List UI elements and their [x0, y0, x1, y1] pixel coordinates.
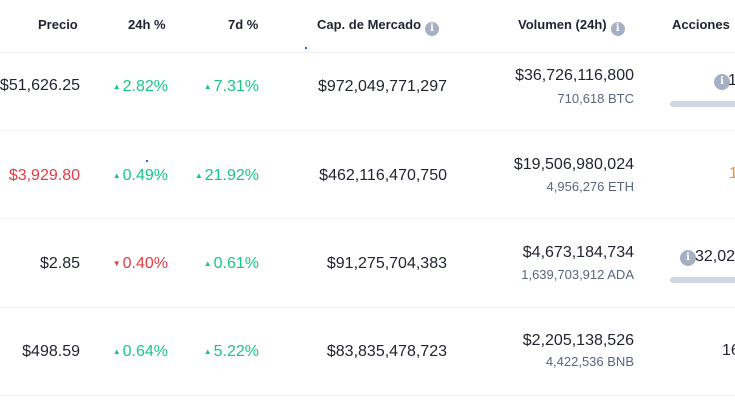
caret-up-icon: ▲	[112, 347, 121, 356]
header-market-cap: Cap. de Mercado i	[317, 17, 440, 36]
header-market-cap-label[interactable]: Cap. de Mercado	[317, 17, 422, 32]
caret-up-icon: ▲	[203, 259, 212, 268]
market-cap-cell: $462,116,470,750	[319, 167, 447, 184]
table-row[interactable]: $51,626.25 ▲ 2.82% ▲ 7.31% $972,049,771,29…	[0, 42, 735, 131]
price-cell: $3,929.80	[8, 167, 80, 184]
caret-up-icon: ▲	[112, 82, 121, 91]
supply-progress-bar	[670, 277, 735, 283]
supply-info-icon[interactable]: i	[714, 74, 730, 90]
table-row[interactable]: $498.59 ▲ 0.64% ▲ 5.22% $83,835,478,723 $2…	[0, 307, 735, 396]
volume-coin-cell: 4,422,536 BNB	[545, 354, 634, 369]
market-cap-cell: $83,835,478,723	[326, 343, 447, 360]
change-7d-cell: ▲ 7.31%	[203, 78, 259, 95]
header-actions: Acciones	[672, 17, 730, 32]
caret-up-icon: ▲	[203, 82, 212, 91]
market-cap-info-icon[interactable]: i	[425, 22, 440, 36]
change-24h-cell: ▼ 0.40%	[112, 255, 168, 272]
change-7d-cell: ▲ 0.61%	[203, 255, 259, 272]
volume-coin-cell: 710,618 BTC	[557, 91, 634, 106]
cursor-dot	[146, 160, 148, 162]
change-24h-cell: ▲ 2.82%	[112, 78, 168, 95]
header-change-24h[interactable]: 24h %	[128, 17, 166, 32]
price-cell: $2.85	[39, 255, 80, 272]
change-24h-cell: ▲ 0.49%	[112, 167, 168, 184]
volume-coin-cell: 1,639,703,912 ADA	[521, 267, 634, 282]
caret-up-icon: ▲	[112, 171, 121, 180]
table-header: Precio 24h % 7d % Cap. de Mercado i Volum…	[0, 0, 735, 53]
market-cap-cell: $972,049,771,297	[317, 78, 447, 95]
supply-cell: 16	[722, 342, 735, 359]
price-cell: $51,626.25	[0, 77, 80, 94]
volume-cell: $36,726,116,800	[515, 67, 634, 84]
supply-info-icon[interactable]: i	[680, 250, 696, 266]
volume-cell: $2,205,138,526	[522, 332, 634, 349]
volume-cell: $4,673,184,734	[522, 244, 634, 261]
volume-coin-cell: 4,956,276 ETH	[546, 179, 634, 194]
table-row[interactable]: $2.85 ▼ 0.40% ▲ 0.61% $91,275,704,383 $4,6…	[0, 219, 735, 308]
header-volume-label[interactable]: Volumen (24h)	[518, 17, 607, 32]
table-row[interactable]: $3,929.80 ▲ 0.49% ▲ 21.92% $462,116,470,75…	[0, 130, 735, 219]
caret-up-icon: ▲	[194, 171, 203, 180]
change-7d-cell: ▲ 5.22%	[203, 343, 259, 360]
header-change-7d[interactable]: 7d %	[228, 17, 259, 32]
market-cap-cell: $91,275,704,383	[326, 255, 447, 272]
supply-progress-bar	[670, 101, 735, 107]
supply-cell: 1	[728, 72, 735, 89]
supply-cell: 1	[729, 165, 735, 182]
change-7d-cell: ▲ 21.92%	[194, 167, 259, 184]
volume-cell: $19,506,980,024	[513, 156, 634, 173]
cursor-dot	[305, 47, 307, 49]
change-24h-cell: ▲ 0.64%	[112, 343, 168, 360]
volume-info-icon[interactable]: i	[610, 22, 625, 36]
caret-down-icon: ▼	[112, 259, 121, 268]
header-volume: Volumen (24h) i	[518, 17, 625, 36]
header-price[interactable]: Precio	[38, 17, 78, 32]
supply-cell: 32,02	[695, 248, 735, 265]
price-cell: $498.59	[22, 343, 80, 360]
caret-up-icon: ▲	[203, 347, 212, 356]
